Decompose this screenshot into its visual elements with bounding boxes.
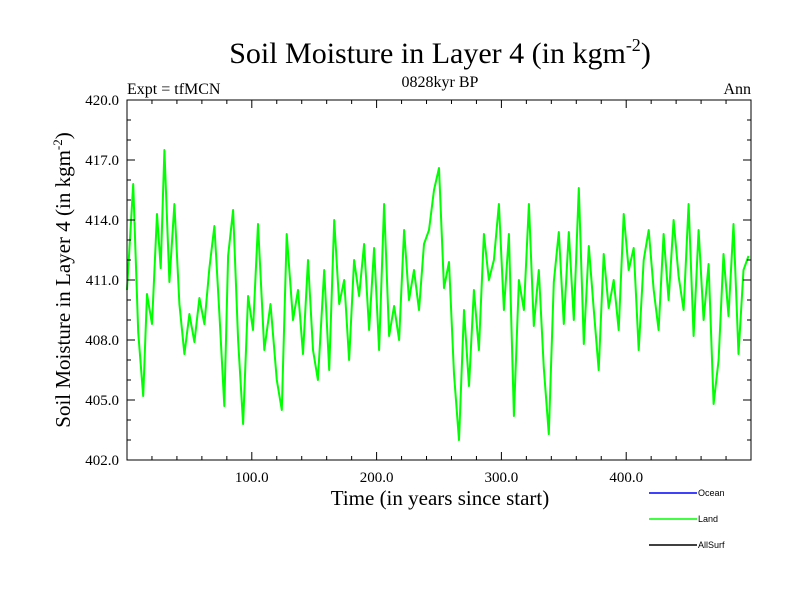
- y-tick-label: 414.0: [85, 213, 119, 229]
- legend-label-allsurf: AllSurf: [698, 540, 725, 550]
- experiment-label: Expt = tfMCN: [127, 81, 221, 98]
- x-axis-label: Time (in years since start): [331, 486, 550, 510]
- y-axis-label-main: Soil Moisture in Layer 4 (in kgm: [51, 150, 75, 428]
- legend: Ocean Land AllSurf: [649, 488, 725, 550]
- y-tick-label: 408.0: [85, 333, 119, 349]
- x-tick-label: 200.0: [360, 470, 394, 486]
- y-tick-label: 405.0: [85, 393, 119, 409]
- chart-title-sup: -2: [626, 35, 641, 55]
- y-axis-label-sup: -2: [50, 139, 65, 150]
- chart-title: Soil Moisture in Layer 4 (in kgm-2): [229, 35, 651, 70]
- legend-label-ocean: Ocean: [698, 488, 725, 498]
- season-label: Ann: [723, 81, 751, 98]
- series-line-land: [126, 149, 750, 441]
- y-axis-label: Soil Moisture in Layer 4 (in kgm-2): [50, 132, 75, 427]
- tick-layer: 402.0 405.0 408.0 411.0 414.0 417.0 420.0 100.0…: [85, 93, 751, 486]
- y-tick-label: 411.0: [86, 273, 119, 289]
- x-tick-label: 100.0: [235, 470, 269, 486]
- chart-title-main: Soil Moisture in Layer 4 (in kgm: [229, 37, 626, 70]
- y-tick-label: 402.0: [85, 453, 119, 469]
- y-tick-label: 420.0: [85, 93, 119, 109]
- y-axis-label-close: ): [51, 132, 75, 139]
- chart-title-close: ): [641, 37, 651, 70]
- x-tick-label: 300.0: [485, 470, 519, 486]
- series-layer: [126, 149, 750, 441]
- y-tick-label: 417.0: [85, 153, 119, 169]
- chart-subtitle: 0828kyr BP: [402, 74, 479, 91]
- x-tick-label: 400.0: [609, 470, 643, 486]
- plot-frame: [126, 99, 752, 461]
- legend-label-land: Land: [698, 514, 718, 524]
